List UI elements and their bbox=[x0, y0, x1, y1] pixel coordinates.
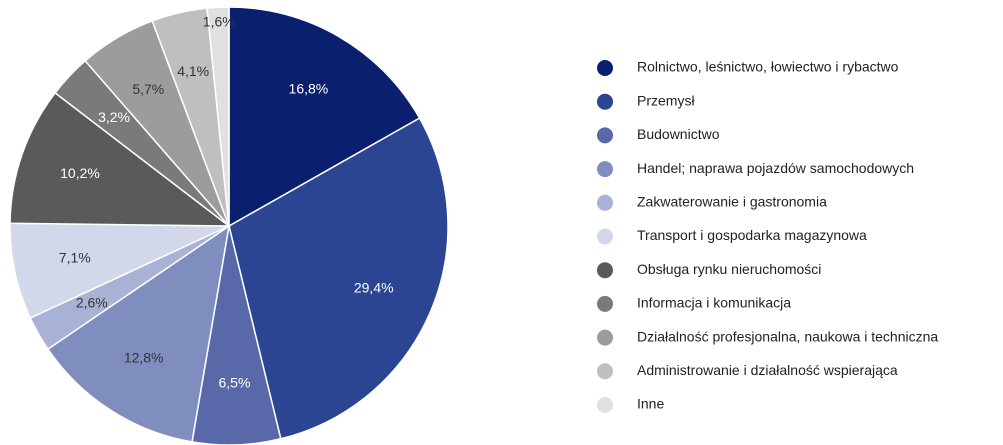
data-label: 7,1% bbox=[59, 250, 91, 266]
data-label: 5,7% bbox=[132, 81, 164, 97]
legend-label: Działalność profesjonalna, naukowa i tec… bbox=[637, 328, 938, 344]
legend-label: Inne bbox=[637, 396, 664, 412]
data-label: 2,6% bbox=[76, 294, 108, 310]
pie-slice bbox=[228, 6, 421, 228]
pie-slice bbox=[46, 224, 231, 443]
legend-label: Rolnictwo, leśnictwo, łowiectwo i rybact… bbox=[637, 59, 899, 75]
pie-slice bbox=[9, 91, 232, 227]
legend-swatch bbox=[597, 228, 613, 245]
legend-label: Zakwaterowanie i gastronomia bbox=[637, 194, 827, 210]
legend-label: Przemysł bbox=[637, 92, 695, 108]
legend-swatch bbox=[597, 329, 613, 346]
legend-label: Handel; naprawa pojazdów samochodowych bbox=[637, 160, 914, 176]
legend-swatch bbox=[597, 194, 613, 211]
pie-slice bbox=[206, 6, 230, 227]
pie-slice bbox=[228, 117, 449, 440]
data-label: 29,4% bbox=[354, 279, 394, 295]
data-label: 10,2% bbox=[60, 165, 100, 181]
legend-swatch bbox=[597, 161, 613, 178]
legend-label: Budownictwo bbox=[637, 126, 720, 142]
legend-swatch bbox=[597, 295, 613, 312]
legend-swatch bbox=[597, 363, 613, 380]
legend-swatch bbox=[597, 93, 613, 110]
legend-swatch bbox=[597, 60, 613, 76]
legend-label: Administrowanie i działalność wspierając… bbox=[637, 362, 898, 378]
legend-swatch bbox=[597, 397, 613, 413]
data-label: 1,6% bbox=[203, 13, 235, 29]
data-label: 3,2% bbox=[98, 109, 130, 125]
data-label: 12,8% bbox=[124, 349, 164, 365]
data-label: 6,5% bbox=[218, 374, 250, 390]
data-label: 4,1% bbox=[177, 63, 209, 79]
legend-swatch bbox=[597, 262, 613, 279]
data-label: 16,8% bbox=[289, 80, 329, 96]
legend-label: Transport i gospodarka magazynowa bbox=[637, 227, 867, 243]
legend-label: Informacja i komunikacja bbox=[637, 295, 791, 311]
legend-swatch bbox=[597, 127, 613, 144]
legend-label: Obsługa rynku nieruchomości bbox=[637, 261, 821, 277]
